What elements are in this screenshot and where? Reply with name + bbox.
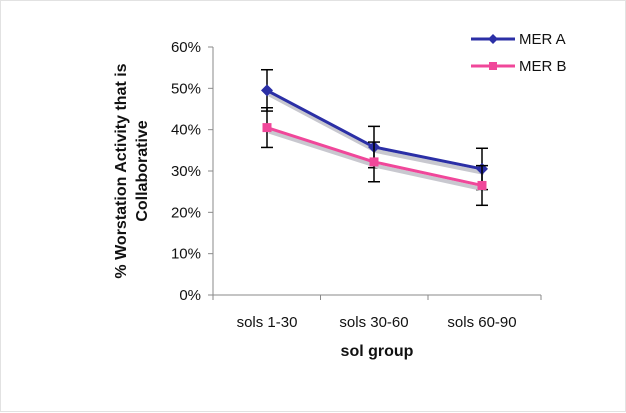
y-tick-label: 50% bbox=[171, 80, 201, 97]
series-layer bbox=[261, 68, 488, 207]
data-point-mer-b bbox=[262, 123, 272, 133]
y-tick-label: 20% bbox=[171, 204, 201, 221]
x-tick-label: sols 30-60 bbox=[339, 314, 408, 331]
y-tick-label: 40% bbox=[171, 122, 201, 139]
legend-label-mer-a: MER A bbox=[519, 31, 566, 48]
legend: MER A MER B bbox=[471, 31, 567, 75]
y-axis-title: % Worstation Activity that is Collaborat… bbox=[113, 63, 151, 278]
legend-marker-mer-a bbox=[488, 34, 498, 44]
y-axis-title-line-2: Collaborative bbox=[134, 120, 151, 221]
y-ticks: 0% 10% 20% 30% 40% 50% 60% bbox=[171, 39, 213, 304]
data-point-mer-a bbox=[261, 84, 273, 97]
x-ticks: sols 1-30 sols 30-60 sols 60-90 bbox=[212, 295, 542, 331]
data-point-mer-b bbox=[477, 180, 487, 190]
x-axis-title: sol group bbox=[341, 343, 414, 360]
y-tick-label: 30% bbox=[171, 163, 201, 180]
y-tick-label: 60% bbox=[171, 39, 201, 56]
y-tick-label: 10% bbox=[171, 246, 201, 263]
legend-marker-mer-b bbox=[489, 62, 497, 70]
y-tick-label: 0% bbox=[179, 287, 201, 304]
data-point-mer-b bbox=[369, 157, 379, 167]
x-tick-label: sols 60-90 bbox=[447, 314, 516, 331]
legend-label-mer-b: MER B bbox=[519, 58, 567, 75]
x-tick-label: sols 1-30 bbox=[237, 314, 298, 331]
axes bbox=[212, 47, 541, 296]
y-axis-title-line-1: % Worstation Activity that is bbox=[113, 63, 130, 278]
